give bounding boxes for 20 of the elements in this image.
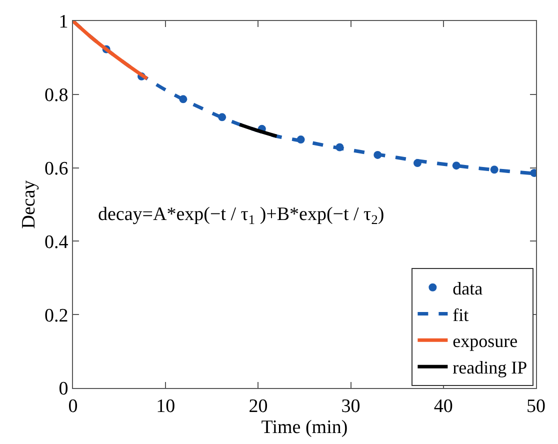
line-series	[73, 21, 149, 80]
y-tick-label: 0.2	[44, 305, 68, 326]
annotation: decay=A*exp(−t / τ$_{1}$ )+B*exp(−t / τ$_{2}$)	[98, 204, 384, 227]
legend-label: data	[452, 278, 483, 298]
y-tick-label: 0.6	[44, 158, 68, 180]
x-tick-label: 40	[434, 396, 453, 417]
x-tick-label: 10	[156, 396, 176, 417]
x-tick-label: 20	[248, 396, 268, 417]
x-axis-title: Time (min)	[261, 416, 348, 438]
legend-label: exposure	[452, 331, 518, 352]
legend-label: reading IP	[452, 358, 528, 378]
y-axis-title: Decay	[18, 180, 40, 229]
x-tick-label: 50	[526, 396, 546, 417]
point	[490, 166, 498, 174]
y-tick-label: 1	[58, 12, 68, 33]
legend-label: fit	[452, 304, 469, 325]
y-tick-label: 0.8	[44, 85, 68, 106]
y-tick-label: 0	[58, 378, 68, 400]
y-tick-label: 0.4	[44, 232, 69, 253]
x-tick-label: 30	[341, 396, 360, 417]
